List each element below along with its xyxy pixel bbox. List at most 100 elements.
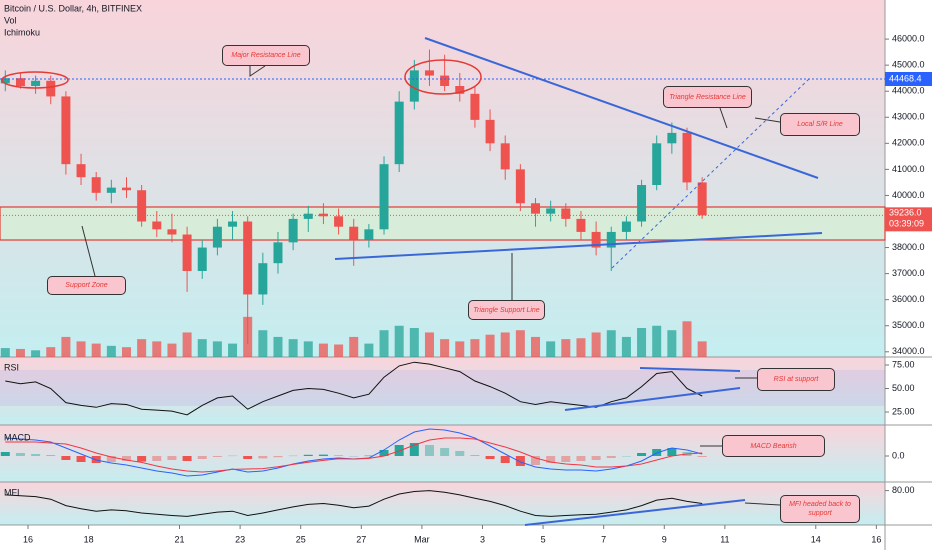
- countdown: 03:39:09: [889, 219, 924, 229]
- y-tick-label: 50.00: [892, 383, 915, 393]
- triangle-support: [334, 232, 823, 260]
- volume-bar: [349, 336, 359, 357]
- macd-histogram: [15, 453, 25, 456]
- x-tick-label: 25: [296, 534, 306, 544]
- candle-body: [606, 231, 616, 248]
- volume-bar: [288, 339, 298, 357]
- price-line-label: 44468.4: [889, 73, 922, 83]
- macd-histogram: [152, 456, 162, 461]
- x-tick-label: 27: [356, 534, 366, 544]
- volume-bar: [515, 330, 525, 357]
- candle-body: [697, 182, 707, 216]
- macd-histogram: [121, 456, 131, 461]
- y-tick-label: 0.0: [892, 450, 905, 460]
- macd-histogram: [318, 454, 328, 456]
- macd-histogram: [531, 456, 541, 465]
- macd-histogram: [31, 454, 41, 456]
- macd-histogram: [334, 455, 344, 456]
- volume-bar: [182, 332, 192, 357]
- macd-histogram: [46, 455, 56, 456]
- candle-body: [288, 218, 298, 243]
- macd-histogram: [440, 448, 450, 456]
- macd-histogram: [243, 456, 253, 459]
- y-tick-label: 42000.0: [892, 138, 925, 148]
- volume-bar: [606, 330, 616, 357]
- macd-histogram: [424, 445, 434, 456]
- callout: Major Resistance Line: [222, 45, 310, 66]
- candle-body: [212, 226, 222, 248]
- volume-bar: [197, 339, 207, 357]
- last-price-label: 39236.0: [889, 208, 922, 218]
- callout: Local S/R Line: [780, 113, 860, 136]
- volume-bar: [258, 330, 268, 357]
- macd-histogram: [576, 456, 586, 461]
- highlight-ellipse: [404, 59, 482, 95]
- volume-bar: [152, 341, 162, 357]
- macd-histogram: [409, 443, 419, 456]
- macd-histogram: [379, 450, 389, 456]
- macd-histogram: [137, 456, 147, 462]
- drawings: [1, 37, 823, 526]
- volume-bar: [318, 343, 328, 357]
- candle-body: [652, 143, 662, 186]
- pane-title: MACD: [4, 432, 31, 442]
- candle-body: [31, 80, 41, 86]
- macd-histogram: [591, 456, 601, 460]
- macd-histogram: [228, 455, 238, 457]
- indicator-line: [5, 490, 703, 517]
- callout: RSI at support: [757, 368, 835, 391]
- macd-histogram: [167, 456, 177, 460]
- candle-body: [546, 208, 556, 214]
- candle-body: [637, 185, 647, 222]
- macd-histogram: [621, 456, 631, 457]
- volume-bar: [500, 332, 510, 357]
- macd-histogram: [561, 456, 571, 462]
- y-tick-label: 80.00: [892, 485, 915, 495]
- x-tick-label: 23: [235, 534, 245, 544]
- macd-histogram: [0, 452, 10, 456]
- candle-body: [561, 208, 571, 219]
- candle-body: [137, 190, 147, 222]
- macd-histogram: [76, 456, 86, 462]
- volume-bar: [394, 325, 404, 357]
- candle-body: [15, 78, 25, 86]
- macd-histogram: [273, 456, 283, 458]
- callout: MACD Bearish: [722, 435, 825, 457]
- volume-bar: [76, 341, 86, 357]
- candle-body: [409, 70, 419, 102]
- macd-histogram: [197, 456, 207, 459]
- macd-histogram: [349, 456, 359, 457]
- y-tick-label: 45000.0: [892, 60, 925, 70]
- pane-title: MFI: [4, 487, 20, 497]
- callout: Triangle Resistance Line: [663, 86, 752, 108]
- candle-body: [258, 263, 268, 295]
- volume-bar: [31, 350, 41, 357]
- mfi-trend: [524, 499, 746, 526]
- volume-bar: [621, 336, 631, 357]
- y-tick-label: 35000.0: [892, 320, 925, 330]
- volume-bar: [424, 332, 434, 357]
- candle-body: [682, 132, 692, 183]
- candle-body: [455, 85, 465, 94]
- support-zone: [0, 206, 886, 241]
- volume-label: Vol: [4, 15, 17, 25]
- macd-histogram: [288, 455, 298, 457]
- candle-body: [394, 101, 404, 165]
- y-tick-label: 25.00: [892, 406, 915, 416]
- candle-body: [500, 143, 510, 170]
- candle-body: [91, 177, 101, 193]
- x-tick-label: Mar: [414, 534, 430, 544]
- candle-body: [576, 218, 586, 232]
- x-tick-label: 21: [175, 534, 185, 544]
- candle-body: [76, 164, 86, 178]
- candle-body: [61, 96, 71, 165]
- y-tick-label: 75.00: [892, 359, 915, 369]
- macd-histogram: [455, 451, 465, 456]
- rsi-trend: [564, 387, 741, 411]
- macd-histogram: [182, 456, 192, 461]
- pane-title: RSI: [4, 362, 19, 372]
- macd-histogram: [106, 456, 116, 462]
- local-sr-line: [611, 77, 811, 269]
